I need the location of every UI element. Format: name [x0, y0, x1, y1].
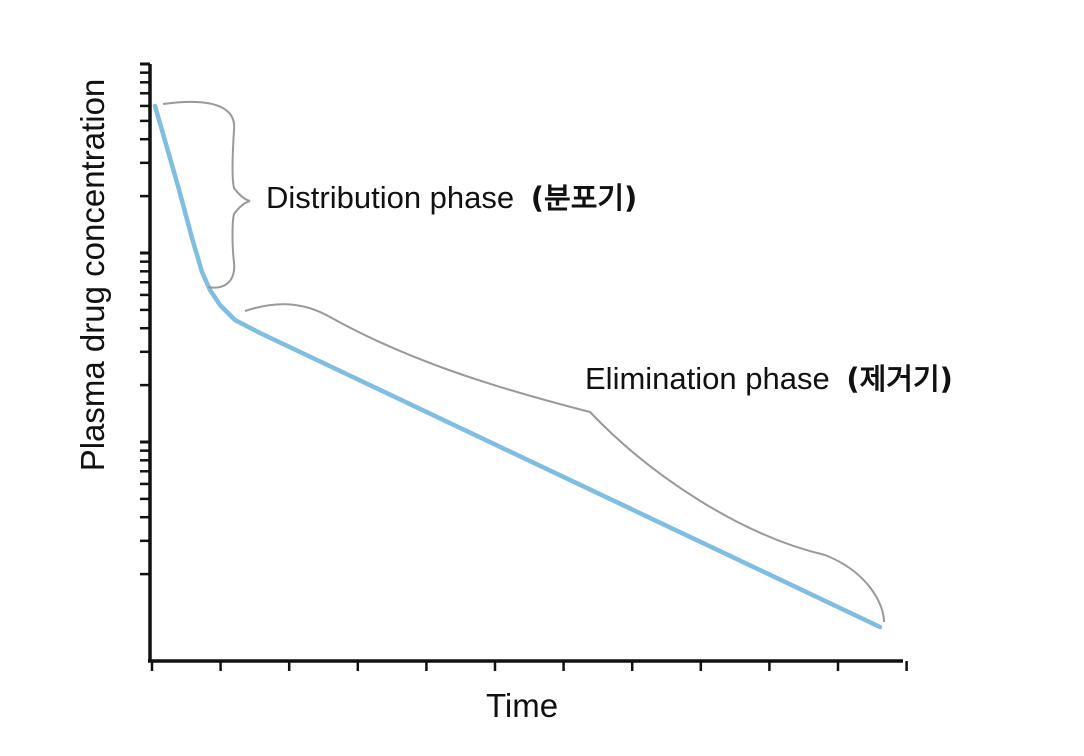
elimination-phase-text: Elimination phase [585, 361, 830, 396]
elimination-phase-bracket [244, 303, 885, 623]
elimination-phase-korean: (제거기) [846, 362, 953, 396]
distribution-phase-brace [162, 100, 251, 289]
concentration-curve [152, 103, 883, 630]
x-axis-title: Time [486, 687, 558, 724]
elimination-phase-label: Elimination phase (제거기) [585, 361, 953, 396]
x-axis-ticks [150, 661, 908, 671]
y-axis-ticks [140, 62, 150, 576]
y-axis-title: Plasma drug concentration [74, 79, 111, 472]
distribution-phase-label: Distribution phase (분포기) [266, 180, 637, 215]
distribution-phase-korean: (분포기) [531, 181, 638, 215]
distribution-phase-text: Distribution phase [266, 180, 514, 215]
